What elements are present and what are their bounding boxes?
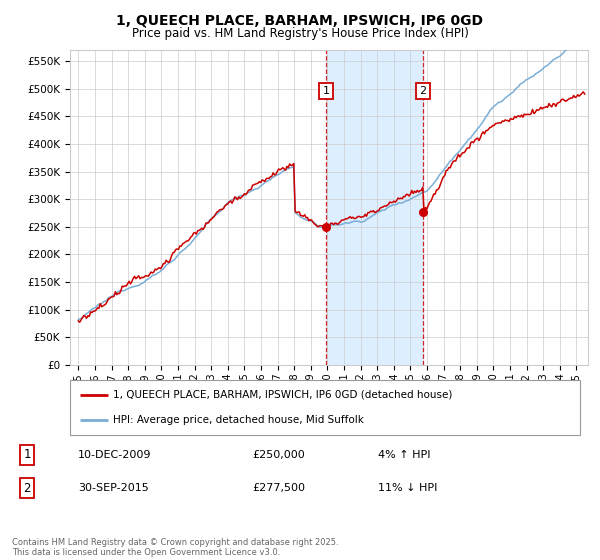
Text: HPI: Average price, detached house, Mid Suffolk: HPI: Average price, detached house, Mid … (113, 415, 364, 425)
FancyBboxPatch shape (70, 380, 580, 435)
Text: 1, QUEECH PLACE, BARHAM, IPSWICH, IP6 0GD (detached house): 1, QUEECH PLACE, BARHAM, IPSWICH, IP6 0G… (113, 390, 453, 400)
Text: 2: 2 (419, 86, 427, 96)
Text: Price paid vs. HM Land Registry's House Price Index (HPI): Price paid vs. HM Land Registry's House … (131, 27, 469, 40)
Text: 2: 2 (23, 482, 31, 494)
Text: £250,000: £250,000 (252, 450, 305, 460)
Text: £277,500: £277,500 (252, 483, 305, 493)
Text: 1, QUEECH PLACE, BARHAM, IPSWICH, IP6 0GD: 1, QUEECH PLACE, BARHAM, IPSWICH, IP6 0G… (116, 14, 484, 28)
Text: 1: 1 (23, 449, 31, 461)
Text: 4% ↑ HPI: 4% ↑ HPI (378, 450, 431, 460)
Text: 1: 1 (323, 86, 329, 96)
Text: 10-DEC-2009: 10-DEC-2009 (78, 450, 151, 460)
Text: Contains HM Land Registry data © Crown copyright and database right 2025.
This d: Contains HM Land Registry data © Crown c… (12, 538, 338, 557)
Text: 11% ↓ HPI: 11% ↓ HPI (378, 483, 437, 493)
Text: 30-SEP-2015: 30-SEP-2015 (78, 483, 149, 493)
